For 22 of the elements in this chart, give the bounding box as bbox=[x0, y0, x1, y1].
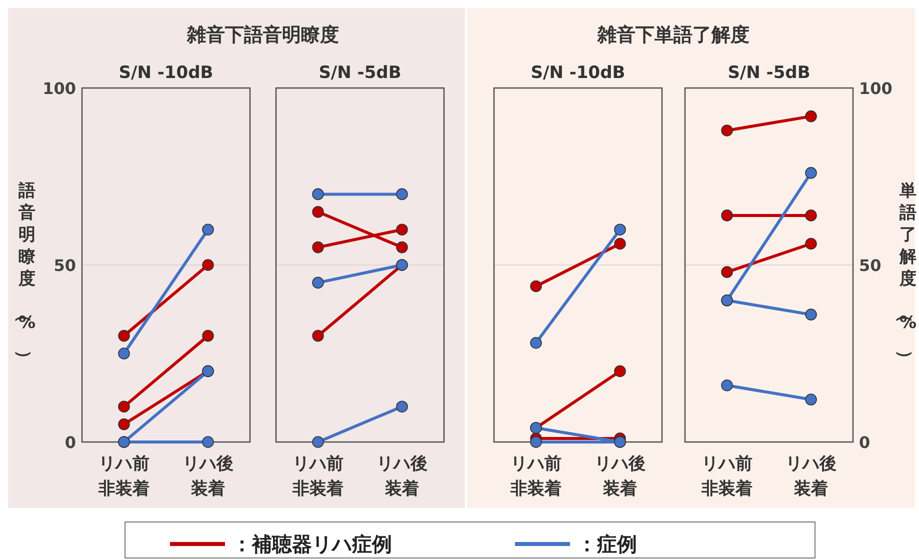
x-tick-label: リハ前非装着 bbox=[700, 454, 752, 499]
chart-title: 雑音下単語了解度 bbox=[596, 24, 750, 46]
chart-subtitle: S/N -5dB bbox=[728, 63, 810, 83]
x-tick-label: リハ後装着 bbox=[376, 454, 428, 499]
x-tick-label: リハ前非装着 bbox=[98, 454, 150, 499]
x-tick-label: リハ後装着 bbox=[786, 454, 836, 499]
chart-subtitle: S/N -5dB bbox=[318, 63, 402, 83]
x-tick-label: リハ前非装着 bbox=[510, 454, 562, 499]
y2-tick-label: 100 bbox=[859, 79, 892, 98]
y2-tick-label: 0 bbox=[859, 433, 870, 452]
chart-subtitle: S/N -10dB bbox=[530, 63, 626, 83]
chart-subtitle: S/N -10dB bbox=[118, 63, 214, 83]
x-tick-label: リハ前非装着 bbox=[292, 454, 344, 499]
y-tick-label: 100 bbox=[42, 79, 76, 98]
x-tick-label: リハ後装着 bbox=[182, 454, 234, 499]
y-tick-label: 50 bbox=[54, 256, 76, 275]
chart-title: 雑音下語音明瞭度 bbox=[186, 24, 339, 46]
legend-label: ：補聴器リハ症例 bbox=[232, 532, 392, 556]
x-tick-label: リハ後装着 bbox=[594, 454, 646, 499]
legend-label: ：症例 bbox=[577, 532, 637, 556]
y2-tick-label: 50 bbox=[859, 256, 882, 275]
y-tick-label: 0 bbox=[64, 433, 76, 452]
